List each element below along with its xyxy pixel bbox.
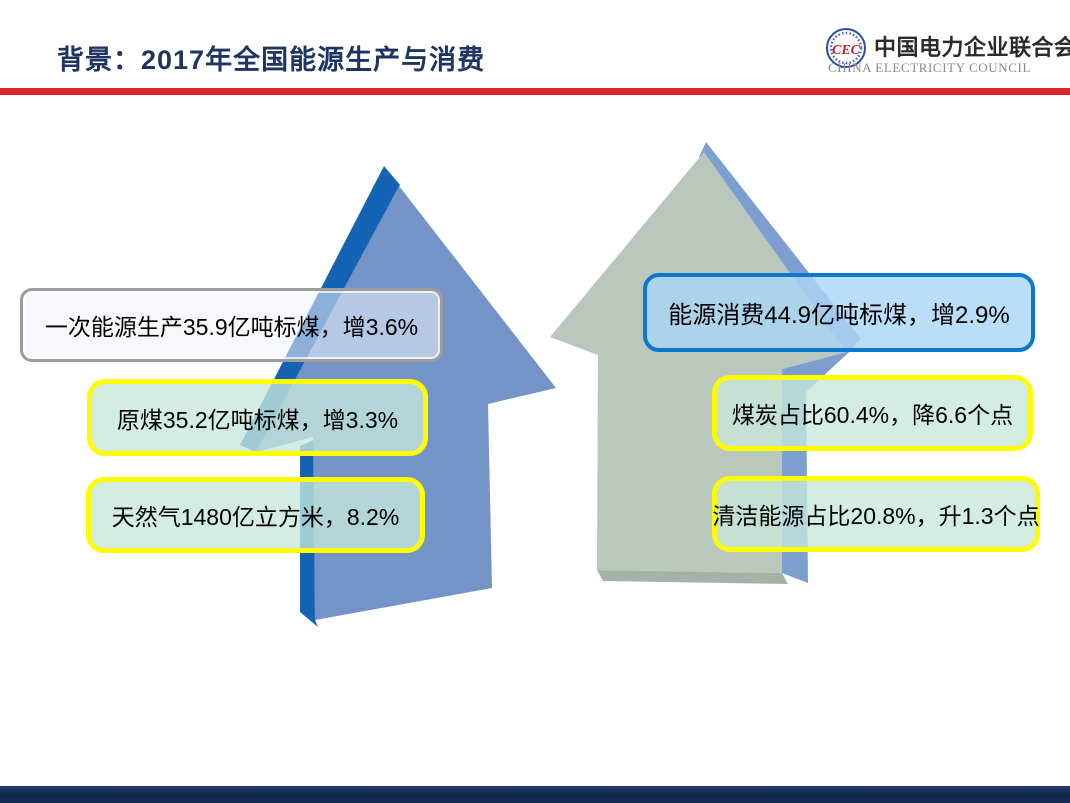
callout-text: 清洁能源占比20.8%，升1.3个点 [712,503,1040,529]
header-divider [0,88,1070,95]
consumption-arrow-face [550,152,846,573]
logo-name-cn: 中国电力企业联合会 [874,35,1070,60]
callout-clean-energy-share: 清洁能源占比20.8%，升1.3个点 [712,476,1040,552]
cec-logo-monogram: CEC [832,43,861,58]
callout-text: 一次能源生产35.9亿吨标煤，增3.6% [44,314,419,340]
cec-logo-icon: CEC [826,28,866,68]
callout-primary-energy-production: 一次能源生产35.9亿吨标煤，增3.6% [20,288,443,362]
callout-text: 煤炭占比60.4%，降6.6个点 [731,402,1014,428]
consumption-arrow [550,142,861,584]
callout-text: 原煤35.2亿吨标煤，增3.3% [116,406,399,433]
consumption-arrow-bottom-face [597,570,788,584]
callout-text: 天然气1480亿立方米，8.2% [111,504,400,530]
callout-text: 能源消费44.9亿吨标煤，增2.9% [668,302,1010,329]
page-title: 背景：2017年全国能源生产与消费 [57,45,486,75]
cec-logo: CEC 中国电力企业联合会 CHINA ELECTRICITY COUNCIL [826,20,1070,82]
callout-raw-coal-production: 原煤35.2亿吨标煤，增3.3% [87,379,428,456]
callout-energy-consumption: 能源消费44.9亿吨标煤，增2.9% [643,273,1035,352]
footer-bar [0,786,1070,803]
callout-natural-gas-production: 天然气1480亿立方米，8.2% [86,477,425,553]
logo-name-en: CHINA ELECTRICITY COUNCIL [828,60,1032,75]
callout-coal-share: 煤炭占比60.4%，降6.6个点 [712,375,1033,451]
